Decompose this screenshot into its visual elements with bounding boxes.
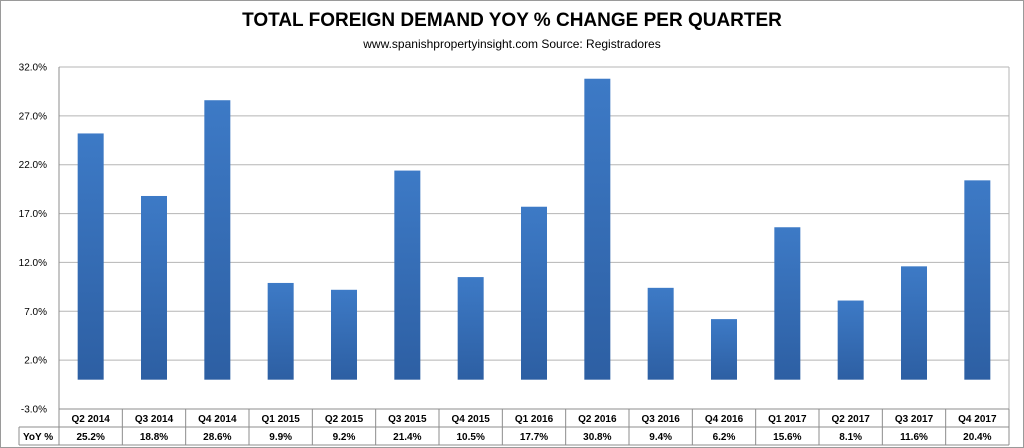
x-category-label: Q4 2017 [958, 414, 997, 425]
chart-title: TOTAL FOREIGN DEMAND YOY % CHANGE PER QU… [242, 10, 782, 31]
y-tick-label: 22.0% [19, 160, 47, 171]
x-category-label: Q2 2015 [325, 414, 364, 425]
data-value-label: 10.5% [456, 432, 484, 443]
y-tick-label: -3.0% [21, 405, 47, 416]
bar-q1-2015 [267, 282, 294, 380]
x-category-label: Q3 2015 [388, 414, 427, 425]
data-value-label: 15.6% [773, 432, 801, 443]
bars [77, 78, 991, 380]
y-tick-label: 17.0% [19, 209, 47, 220]
y-tick-label: 27.0% [19, 111, 47, 122]
bar-q3-2016 [647, 287, 674, 380]
bar-q3-2014 [141, 195, 167, 380]
bar-q3-2017 [901, 266, 927, 380]
x-category-label: Q3 2016 [641, 414, 680, 425]
data-value-label: 8.1% [839, 432, 862, 443]
bar-q1-2017 [774, 227, 801, 380]
y-tick-label: 12.0% [19, 258, 47, 269]
data-table: YoY % Q2 2014 25.2% Q3 2014 18.8% Q4 2014 28.6… [18, 408, 1010, 446]
bar-q2-2016 [584, 78, 611, 380]
x-category-label: Q4 2016 [705, 414, 744, 425]
bar-q2-2015 [331, 289, 357, 380]
y-tick-label: 7.0% [24, 307, 47, 318]
bar-q2-2014 [77, 133, 104, 380]
data-value-label: 17.7% [520, 432, 548, 443]
data-value-label: 30.8% [583, 432, 611, 443]
bar-q4-2014 [204, 100, 231, 380]
x-category-label: Q1 2017 [768, 414, 807, 425]
data-value-label: 20.4% [963, 432, 991, 443]
y-tick-label: 32.0% [19, 63, 47, 74]
series-name-label: YoY % [23, 432, 53, 443]
x-category-label: Q3 2017 [895, 414, 934, 425]
x-category-label: Q3 2014 [135, 414, 174, 425]
chart-subtitle: www.spanishpropertyinsight.com Source: R… [363, 37, 661, 51]
data-value-label: 6.2% [713, 432, 736, 443]
data-value-label: 25.2% [76, 432, 104, 443]
data-value-label: 9.2% [333, 432, 356, 443]
x-category-label: Q4 2015 [451, 414, 490, 425]
x-category-label: Q2 2016 [578, 414, 617, 425]
data-value-label: 11.6% [900, 432, 928, 443]
bar-q4-2017 [964, 180, 991, 380]
bar-q1-2016 [521, 206, 547, 380]
data-value-label: 21.4% [393, 432, 421, 443]
bar-q4-2015 [457, 277, 484, 380]
y-tick-label: 2.0% [24, 356, 47, 367]
y-axis-ticks: 32.0% 27.0% 22.0% 17.0% 12.0% 7.0% 2.0% -3.0% [19, 63, 47, 416]
x-category-label: Q2 2014 [71, 414, 110, 425]
data-value-label: 9.9% [269, 432, 292, 443]
bar-q2-2017 [837, 300, 864, 380]
bar-q4-2016 [711, 319, 737, 380]
x-category-label: Q1 2015 [261, 414, 300, 425]
x-category-label: Q4 2014 [198, 414, 237, 425]
data-value-label: 28.6% [203, 432, 231, 443]
data-value-label: 9.4% [649, 432, 672, 443]
x-category-label: Q1 2016 [515, 414, 554, 425]
data-value-label: 18.8% [140, 432, 168, 443]
x-category-label: Q2 2017 [831, 414, 870, 425]
bar-q3-2015 [394, 170, 421, 380]
